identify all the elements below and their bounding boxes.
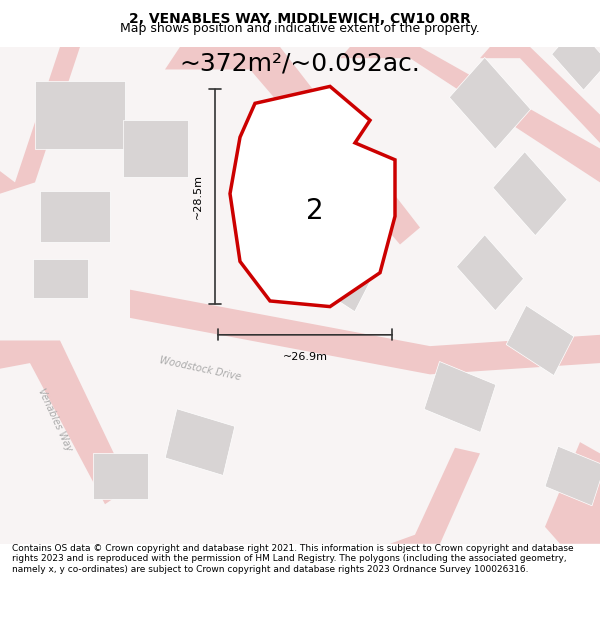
Text: Venables Way: Venables Way [284,131,336,189]
Polygon shape [130,289,600,374]
Bar [457,235,524,311]
Bar [493,152,567,236]
Polygon shape [0,47,80,194]
Polygon shape [0,47,600,544]
Polygon shape [230,86,395,307]
Bar [92,453,148,499]
Text: ~372m²/~0.092ac.: ~372m²/~0.092ac. [179,51,421,75]
Bar [32,259,88,298]
Bar [449,58,530,149]
Text: Contains OS data © Crown copyright and database right 2021. This information is : Contains OS data © Crown copyright and d… [12,544,574,574]
Bar [545,446,600,506]
Text: Venables Way: Venables Way [36,386,74,452]
Text: 2, VENABLES WAY, MIDDLEWICH, CW10 0RR: 2, VENABLES WAY, MIDDLEWICH, CW10 0RR [129,12,471,26]
Text: ~26.9m: ~26.9m [283,352,328,362]
Text: Map shows position and indicative extent of the property.: Map shows position and indicative extent… [120,22,480,35]
Polygon shape [390,448,480,544]
Polygon shape [0,341,130,504]
Bar [40,191,110,242]
Text: ~28.5m: ~28.5m [193,174,203,219]
Text: Woodstock Drive: Woodstock Drive [158,355,242,382]
Bar [35,81,125,149]
Polygon shape [480,47,600,143]
Polygon shape [165,47,420,244]
Polygon shape [340,47,600,182]
Bar [552,26,600,90]
Bar [506,306,574,376]
Bar [165,409,235,476]
Bar [303,234,377,312]
Polygon shape [545,442,600,544]
Bar [122,120,187,177]
Text: 2: 2 [306,197,324,224]
Bar [424,361,496,432]
Bar [306,136,394,229]
